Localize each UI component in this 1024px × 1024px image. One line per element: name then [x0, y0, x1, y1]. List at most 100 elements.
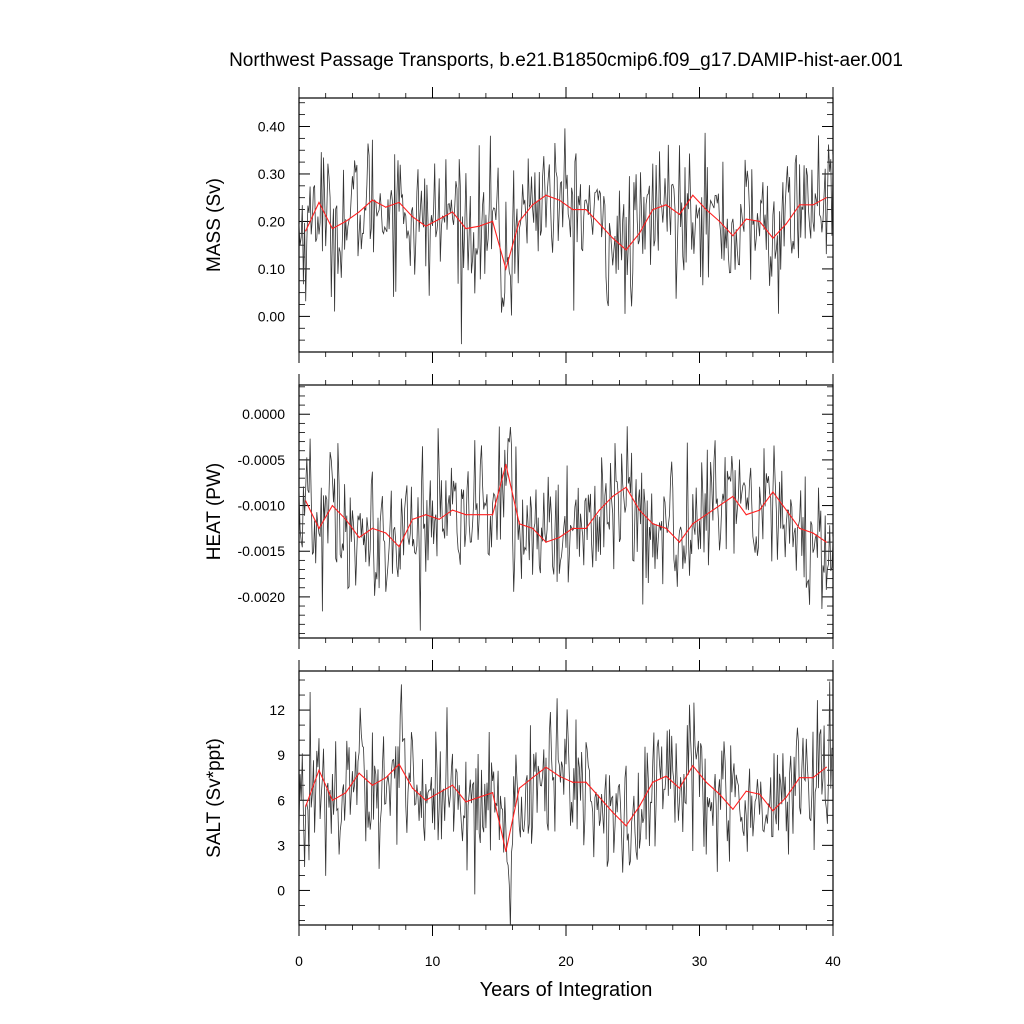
annual-mean-point-salt — [532, 777, 534, 779]
annual-mean-point-heat — [652, 523, 654, 525]
annual-mean-point-mass — [598, 223, 600, 225]
annual-mean-point-salt — [398, 763, 400, 765]
annual-mean-point-heat — [318, 527, 320, 529]
y-tick-label-heat: 0.0000 — [242, 406, 285, 422]
annual-mean-point-heat — [465, 514, 467, 516]
annual-mean-point-mass — [491, 220, 494, 223]
annual-mean-point-heat — [745, 514, 747, 516]
annual-mean-point-salt — [451, 784, 454, 786]
panel-mass: 0.00 0.10 0.20 0.30 0.40 MASS (Sv) — [204, 87, 834, 363]
y-tick-label-salt: 6 — [277, 792, 285, 808]
annual-mean-point-mass — [825, 197, 827, 199]
annual-mean-point-mass — [558, 199, 560, 201]
annual-mean-point-mass — [465, 227, 467, 230]
annual-mean-point-mass — [411, 216, 414, 218]
annual-mean-point-salt — [411, 787, 414, 789]
annual-mean-point-heat — [572, 527, 574, 529]
annual-mean-point-mass — [478, 225, 480, 227]
annual-mean-point-salt — [478, 796, 480, 798]
y-tick-label-heat: -0.0020 — [238, 589, 286, 605]
y-tick-label-salt: 3 — [277, 837, 285, 853]
annual-mean-point-mass — [692, 194, 694, 196]
annual-mean-line-heat — [305, 464, 827, 548]
annual-mean-point-mass — [305, 230, 307, 232]
panel-frame-salt — [298, 670, 834, 926]
annual-mean-point-salt — [612, 811, 614, 813]
annual-mean-point-salt — [825, 766, 827, 768]
annual-mean-point-heat — [825, 541, 827, 543]
monthly-series-line-mass — [299, 128, 833, 345]
annual-mean-point-mass — [705, 208, 707, 211]
annual-mean-point-mass — [371, 199, 374, 201]
annual-mean-point-mass — [331, 227, 333, 230]
annual-mean-point-mass — [665, 204, 667, 206]
panel-salt: 0 3 6 9 12 SALT (Sv*ppt) — [204, 660, 834, 936]
y-tick-label-mass: 0.20 — [258, 213, 285, 229]
annual-mean-point-heat — [305, 500, 307, 502]
monthly-series-line-heat — [299, 426, 833, 631]
annual-mean-point-mass — [532, 204, 534, 206]
annual-mean-point-heat — [638, 509, 641, 511]
annual-mean-point-mass — [545, 194, 547, 196]
x-tick-label: 30 — [692, 953, 708, 969]
annual-mean-point-salt — [678, 787, 681, 789]
annual-mean-point-mass — [505, 268, 507, 270]
chart-title: Northwest Passage Transports, b.e21.B185… — [229, 50, 903, 71]
annual-mean-point-mass — [718, 220, 721, 223]
annual-mean-point-mass — [625, 249, 627, 251]
annual-mean-point-mass — [385, 206, 387, 208]
annual-mean-point-mass — [318, 201, 320, 204]
annual-mean-point-salt — [505, 850, 507, 852]
annual-mean-point-heat — [478, 514, 480, 516]
annual-mean-point-salt — [665, 775, 667, 777]
y-tick-label-mass: 0.10 — [258, 261, 285, 277]
annual-mean-point-heat — [331, 504, 333, 507]
annual-mean-point-salt — [598, 796, 600, 798]
y-tick-label-mass: 0.30 — [258, 166, 285, 182]
annual-mean-point-heat — [705, 514, 707, 516]
y-tick-label-mass: 0.00 — [258, 308, 285, 324]
annual-mean-point-heat — [558, 536, 560, 539]
monthly-series-line-salt — [299, 681, 833, 925]
annual-mean-point-salt — [692, 765, 694, 767]
annual-mean-point-mass — [451, 211, 454, 213]
annual-mean-point-heat — [425, 514, 427, 516]
annual-mean-point-heat — [505, 463, 507, 466]
annual-mean-point-salt — [732, 808, 734, 810]
panel-frame-heat — [298, 384, 834, 639]
annual-mean-point-heat — [772, 491, 774, 493]
x-tick-label: 0 — [295, 953, 303, 969]
annual-mean-point-heat — [545, 541, 547, 543]
panel-frame-mass — [298, 97, 834, 353]
annual-mean-point-heat — [598, 509, 600, 511]
annual-mean-point-mass — [345, 220, 347, 223]
annual-mean-point-salt — [358, 772, 360, 774]
annual-mean-line-mass — [305, 194, 827, 271]
annual-mean-point-heat — [612, 495, 614, 498]
annual-mean-point-mass — [398, 201, 400, 204]
annual-mean-point-salt — [772, 810, 774, 812]
annual-mean-point-mass — [425, 225, 427, 227]
annual-mean-point-heat — [665, 527, 667, 529]
annual-mean-point-mass — [358, 211, 360, 213]
annual-mean-point-mass — [745, 218, 747, 220]
annual-mean-point-heat — [411, 518, 414, 520]
annual-mean-point-heat — [758, 509, 761, 511]
annual-mean-point-heat — [371, 527, 374, 529]
annual-mean-point-mass — [758, 220, 761, 223]
annual-mean-point-heat — [732, 495, 734, 498]
x-tick-label: 10 — [425, 953, 441, 969]
annual-mean-point-salt — [438, 792, 440, 794]
annual-mean-point-mass — [585, 208, 587, 211]
y-tick-label-heat: -0.0005 — [238, 452, 286, 468]
annual-mean-point-mass — [652, 208, 654, 211]
annual-mean-point-salt — [518, 787, 520, 789]
annual-mean-point-salt — [491, 792, 494, 794]
annual-mean-point-salt — [371, 784, 374, 786]
annual-mean-point-heat — [451, 509, 454, 511]
annual-mean-point-heat — [785, 509, 787, 511]
y-tick-label-heat: -0.0010 — [238, 498, 286, 514]
annual-mean-point-salt — [585, 781, 587, 783]
annual-mean-point-salt — [745, 790, 747, 792]
